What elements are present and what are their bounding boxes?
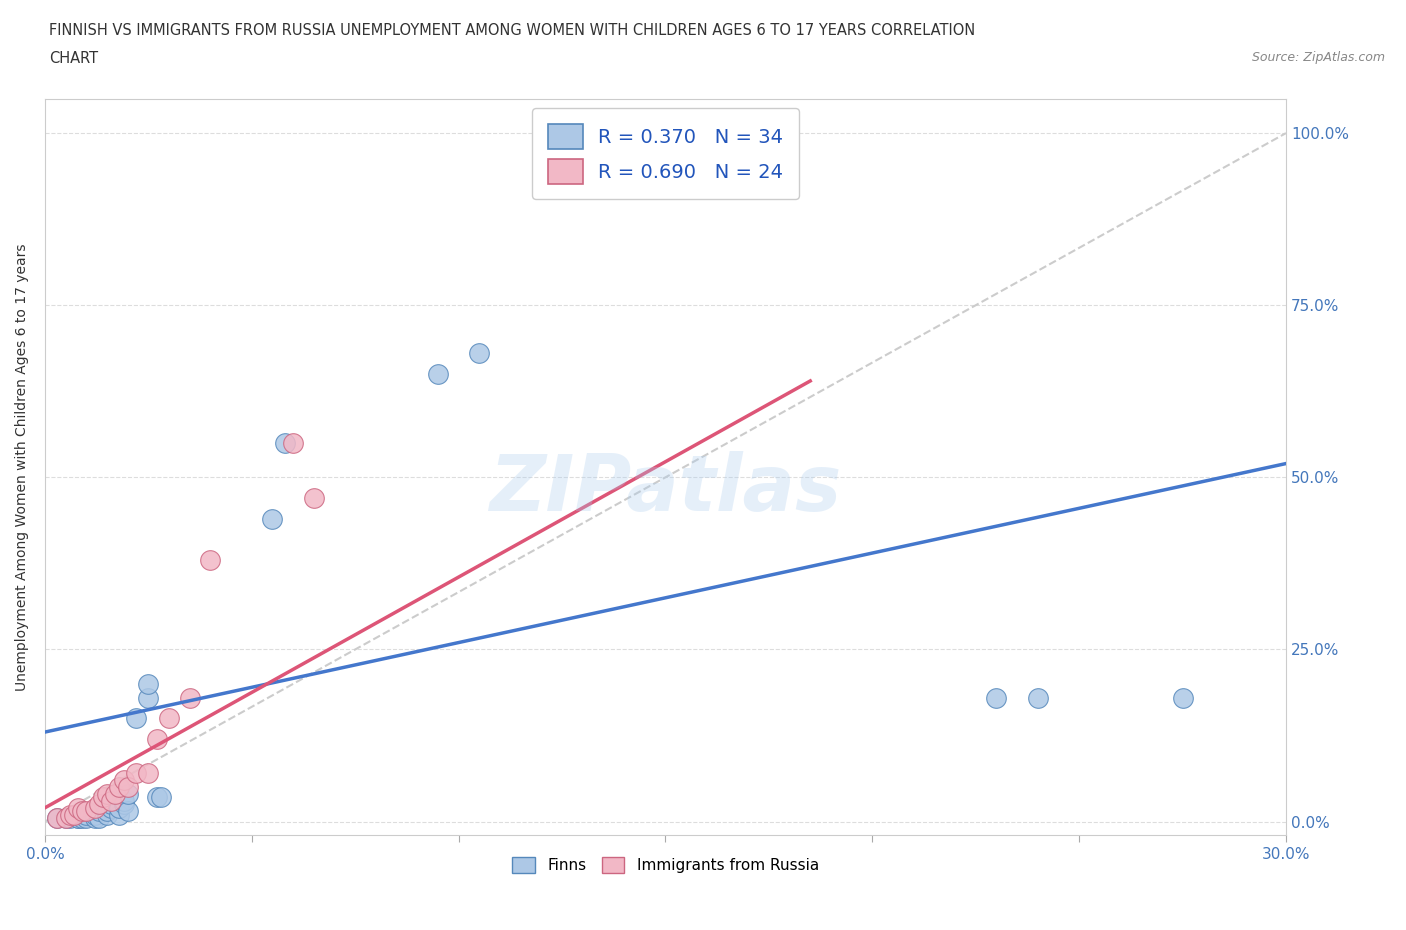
Point bbox=[117, 804, 139, 818]
Point bbox=[70, 811, 93, 826]
Point bbox=[426, 366, 449, 381]
Point bbox=[63, 807, 86, 822]
Point bbox=[87, 797, 110, 812]
Point bbox=[75, 804, 97, 818]
Point bbox=[70, 804, 93, 818]
Point bbox=[46, 811, 69, 826]
Point bbox=[108, 801, 131, 816]
Point bbox=[117, 779, 139, 794]
Point bbox=[75, 811, 97, 826]
Point bbox=[100, 797, 122, 812]
Point bbox=[274, 435, 297, 450]
Point bbox=[104, 787, 127, 802]
Point bbox=[96, 804, 118, 818]
Point bbox=[96, 807, 118, 822]
Point bbox=[59, 811, 82, 826]
Point bbox=[55, 811, 77, 826]
Point bbox=[157, 711, 180, 725]
Point bbox=[55, 811, 77, 826]
Point bbox=[67, 811, 90, 826]
Point bbox=[1171, 690, 1194, 705]
Text: CHART: CHART bbox=[49, 51, 98, 66]
Point bbox=[112, 793, 135, 808]
Point bbox=[125, 711, 148, 725]
Point bbox=[91, 790, 114, 804]
Point bbox=[149, 790, 172, 804]
Point bbox=[96, 787, 118, 802]
Point bbox=[283, 435, 305, 450]
Point bbox=[87, 804, 110, 818]
Point bbox=[138, 690, 160, 705]
Point bbox=[138, 766, 160, 781]
Point bbox=[67, 811, 90, 826]
Point bbox=[75, 807, 97, 822]
Text: ZIPatlas: ZIPatlas bbox=[489, 451, 842, 527]
Point bbox=[83, 807, 105, 822]
Point bbox=[83, 811, 105, 826]
Y-axis label: Unemployment Among Women with Children Ages 6 to 17 years: Unemployment Among Women with Children A… bbox=[15, 244, 30, 691]
Point bbox=[83, 801, 105, 816]
Point bbox=[112, 797, 135, 812]
Point bbox=[986, 690, 1008, 705]
Point bbox=[100, 793, 122, 808]
Point bbox=[117, 787, 139, 802]
Point bbox=[179, 690, 201, 705]
Point bbox=[108, 779, 131, 794]
Point bbox=[100, 801, 122, 816]
Point bbox=[87, 811, 110, 826]
Point bbox=[145, 732, 167, 747]
Point bbox=[145, 790, 167, 804]
Legend: Finns, Immigrants from Russia: Finns, Immigrants from Russia bbox=[506, 851, 825, 879]
Text: Source: ZipAtlas.com: Source: ZipAtlas.com bbox=[1251, 51, 1385, 64]
Point bbox=[46, 811, 69, 826]
Point bbox=[125, 766, 148, 781]
Point bbox=[200, 552, 222, 567]
Text: FINNISH VS IMMIGRANTS FROM RUSSIA UNEMPLOYMENT AMONG WOMEN WITH CHILDREN AGES 6 : FINNISH VS IMMIGRANTS FROM RUSSIA UNEMPL… bbox=[49, 23, 976, 38]
Point bbox=[59, 807, 82, 822]
Point bbox=[1026, 690, 1049, 705]
Point bbox=[138, 676, 160, 691]
Point bbox=[302, 490, 325, 505]
Point bbox=[108, 807, 131, 822]
Point bbox=[262, 512, 284, 526]
Point bbox=[468, 346, 491, 361]
Point bbox=[67, 801, 90, 816]
Point bbox=[112, 773, 135, 788]
